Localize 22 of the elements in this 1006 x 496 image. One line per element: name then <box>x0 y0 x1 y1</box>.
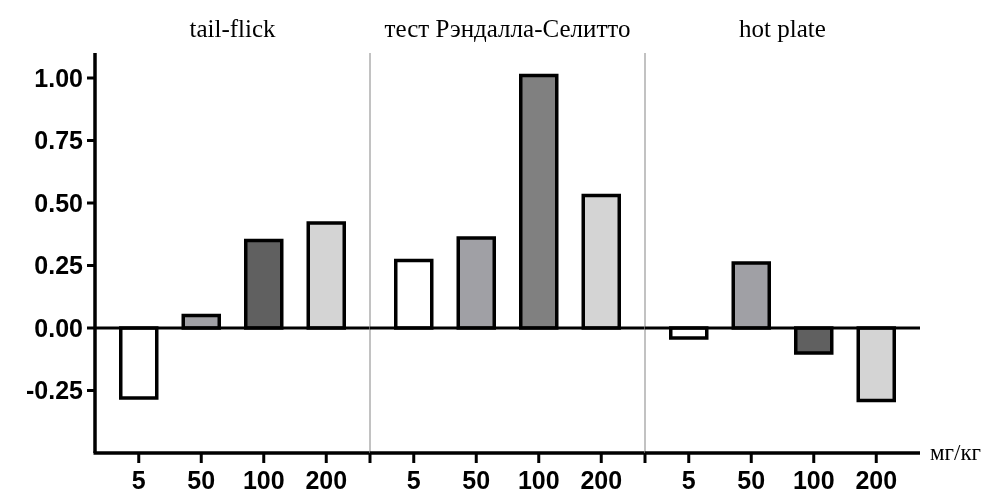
x-tick-label: 5 <box>406 466 421 494</box>
y-tick-label: -0.25 <box>26 376 84 405</box>
chart-title: tail-flick <box>189 15 277 42</box>
x-tick-label: 5 <box>681 466 696 494</box>
chart-title: тест Рэндалла-Селитто <box>384 15 631 42</box>
chart-title: hot plate <box>739 15 826 42</box>
x-tick-label: 100 <box>242 466 285 494</box>
x-tick-label: 5 <box>131 466 146 494</box>
y-tick-label: 0.50 <box>34 188 83 217</box>
y-tick-label: 0.00 <box>34 313 83 342</box>
x-axis-title: мг/кг <box>930 440 981 465</box>
x-tick-label: 200 <box>580 466 623 494</box>
x-tick-label: 100 <box>792 466 835 494</box>
y-tick-label: 0.75 <box>34 126 84 155</box>
x-tick-label: 50 <box>462 466 491 494</box>
x-tick-label: 50 <box>187 466 216 494</box>
x-tick-label: 200 <box>305 466 348 494</box>
x-tick-label: 100 <box>517 466 560 494</box>
x-tick-label: 50 <box>737 466 766 494</box>
y-tick-label: 0.25 <box>34 251 84 280</box>
y-tick-label: 1.00 <box>34 63 83 92</box>
x-tick-label: 200 <box>855 466 898 494</box>
